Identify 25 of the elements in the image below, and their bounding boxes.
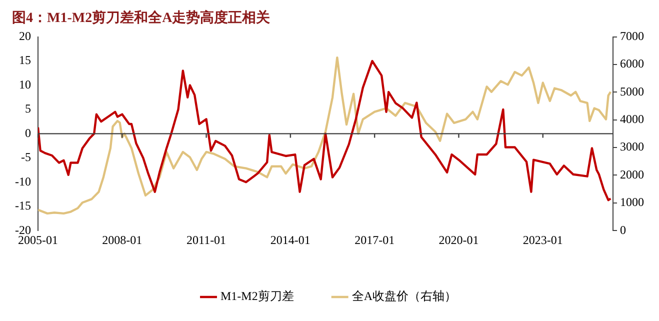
y-tick-label: 5	[24, 102, 31, 116]
y2-tick-label: 1000	[620, 195, 644, 210]
x-tick-label: 2014-01	[270, 232, 310, 247]
y2-tick-label: 5000	[620, 84, 644, 98]
x-tick-label: 2011-01	[186, 232, 226, 247]
y-tick-label: -15	[14, 198, 31, 213]
y2-tick-label: 6000	[620, 56, 644, 71]
y2-tick-label: 0	[620, 222, 626, 237]
y2-tick-label: 7000	[620, 28, 644, 43]
y-tick-label: -10	[14, 174, 31, 188]
y-tick-label: 10	[18, 77, 31, 92]
y2-tick-label: 3000	[620, 140, 644, 154]
y-tick-label: -5	[20, 150, 31, 164]
y2-tick-label: 2000	[620, 167, 644, 182]
legend-label: 全A收盘价（右轴）	[352, 289, 457, 304]
y-tick-label: 20	[18, 28, 31, 43]
x-tick-label: 2020-01	[438, 232, 479, 247]
y2-tick-label: 4000	[620, 112, 644, 126]
x-tick-label: 2017-01	[354, 232, 395, 247]
x-tick-label: 2008-01	[102, 232, 142, 247]
y-tick-label: 15	[18, 53, 31, 68]
x-tick-label: 2023-01	[522, 232, 563, 247]
legend-label: M1-M2剪刀差	[220, 289, 294, 304]
chart-title: 图4：M1-M2剪刀差和全A走势高度正相关	[12, 9, 270, 26]
y-tick-label: 0	[24, 126, 31, 140]
